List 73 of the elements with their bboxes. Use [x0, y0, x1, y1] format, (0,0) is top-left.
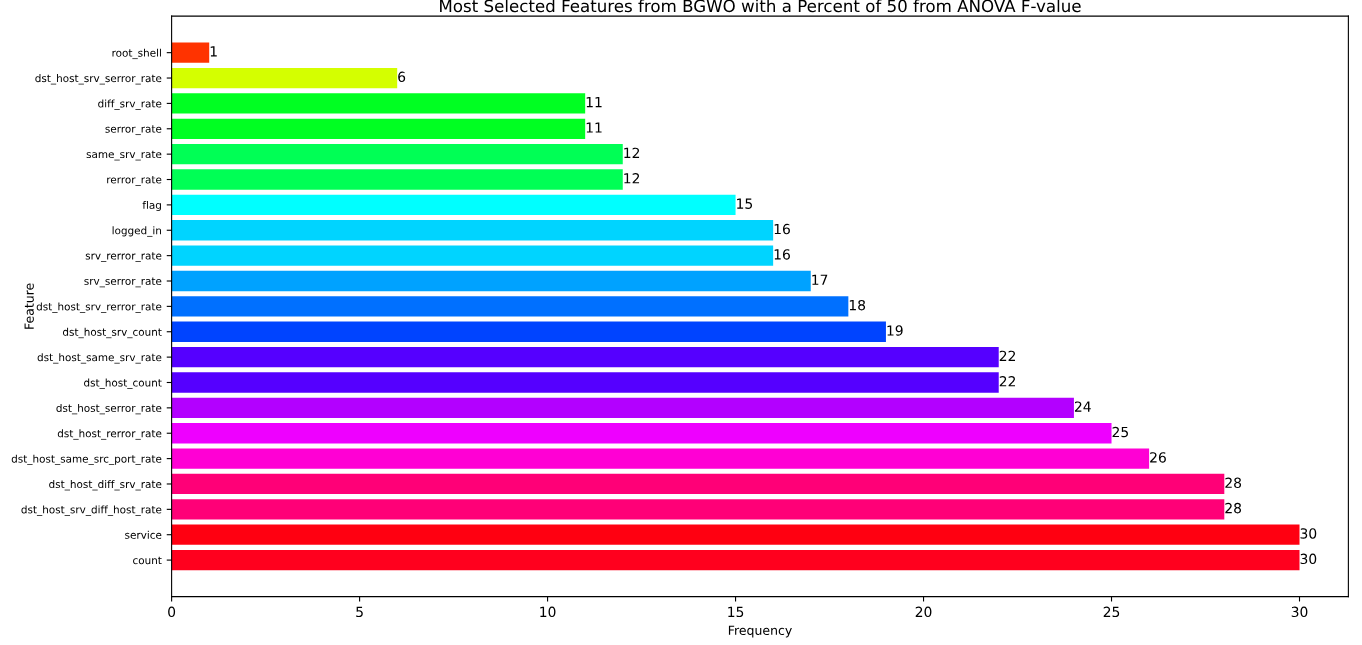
y-tick-label: dst_host_srv_count	[62, 327, 162, 339]
data-label: 25	[1112, 426, 1128, 438]
x-axis-title: Frequency	[728, 625, 792, 638]
data-label: 12	[624, 173, 640, 184]
data-label: 17	[812, 274, 828, 285]
data-label: 16	[774, 223, 790, 235]
x-tick-label: 5	[356, 606, 363, 618]
y-tick-label: count	[133, 556, 162, 565]
y-tick-label: dst_host_same_srv_rate	[37, 353, 162, 364]
data-label: 19	[887, 325, 903, 336]
bar	[171, 144, 623, 165]
data-label: 1	[210, 46, 217, 57]
x-tick-label: 20	[915, 606, 932, 618]
y-tick-label: root_shell	[112, 48, 161, 60]
y-tick-label: srv_rerror_rate	[85, 252, 162, 262]
y-axis-title: Feature	[24, 283, 34, 329]
bar	[171, 448, 1150, 469]
bar	[171, 346, 999, 368]
y-tick-label: logged_in	[112, 226, 161, 237]
y-tick-label: diff_srv_rate	[98, 99, 162, 110]
y-tick-label: dst_host_srv_diff_host_rate	[21, 505, 162, 516]
data-label: 28	[1225, 502, 1242, 514]
bar	[171, 67, 398, 89]
y-tick-label: dst_host_srv_serror_rate	[35, 74, 162, 85]
bar	[171, 321, 886, 342]
data-label: 30	[1300, 528, 1317, 539]
y-tick-label: dst_host_count	[84, 378, 162, 389]
data-label: 18	[849, 299, 866, 311]
x-tick-label: 30	[1291, 606, 1308, 618]
y-tick-label: srv_serror_rate	[84, 277, 162, 288]
bar	[171, 499, 1225, 520]
y-tick-label: dst_host_same_src_port_rate	[11, 454, 162, 466]
y-tick-label: dst_host_rerror_rate	[57, 429, 162, 440]
y-tick-label: dst_host_srv_rerror_rate	[36, 302, 162, 313]
bar	[171, 42, 210, 63]
bar	[171, 296, 849, 317]
bar	[171, 423, 1112, 444]
y-tick-label: dst_host_serror_rate	[56, 403, 162, 415]
y-tick-label: service	[125, 530, 162, 539]
data-label: 16	[774, 249, 790, 260]
bar	[171, 473, 1225, 495]
data-label: 22	[999, 376, 1016, 387]
bar	[171, 270, 811, 292]
y-tick-label: rerror_rate	[107, 176, 162, 186]
data-label: 22	[999, 350, 1016, 361]
bar	[171, 118, 586, 139]
chart-title: Most Selected Features from BGWO with a Percent of 50 from ANOVA F-value	[440, 0, 1081, 13]
x-tick-label: 15	[728, 606, 744, 618]
bar	[171, 397, 1074, 419]
bar	[171, 372, 999, 393]
data-label: 26	[1150, 452, 1166, 463]
bar	[171, 524, 1300, 545]
bar	[171, 549, 1300, 571]
bar	[171, 93, 586, 114]
bar	[171, 169, 623, 190]
x-tick-label: 25	[1103, 606, 1120, 618]
x-tick-label: 0	[168, 606, 176, 618]
data-label: 11	[586, 97, 602, 108]
bar	[171, 220, 774, 241]
bar	[171, 194, 736, 216]
y-tick-label: same_srv_rate	[86, 150, 162, 161]
bar	[171, 245, 774, 266]
x-tick-label: 10	[540, 606, 556, 618]
y-tick-label: flag	[142, 200, 161, 212]
data-label: 28	[1225, 477, 1242, 489]
y-tick-label: dst_host_diff_srv_rate	[49, 480, 162, 491]
data-label: 24	[1074, 401, 1091, 412]
data-label: 6	[398, 71, 406, 83]
y-tick-label: serror_rate	[105, 125, 162, 136]
data-label: 15	[737, 198, 753, 209]
data-label: 12	[624, 147, 640, 158]
data-label: 30	[1300, 553, 1317, 565]
data-label: 11	[586, 122, 602, 133]
